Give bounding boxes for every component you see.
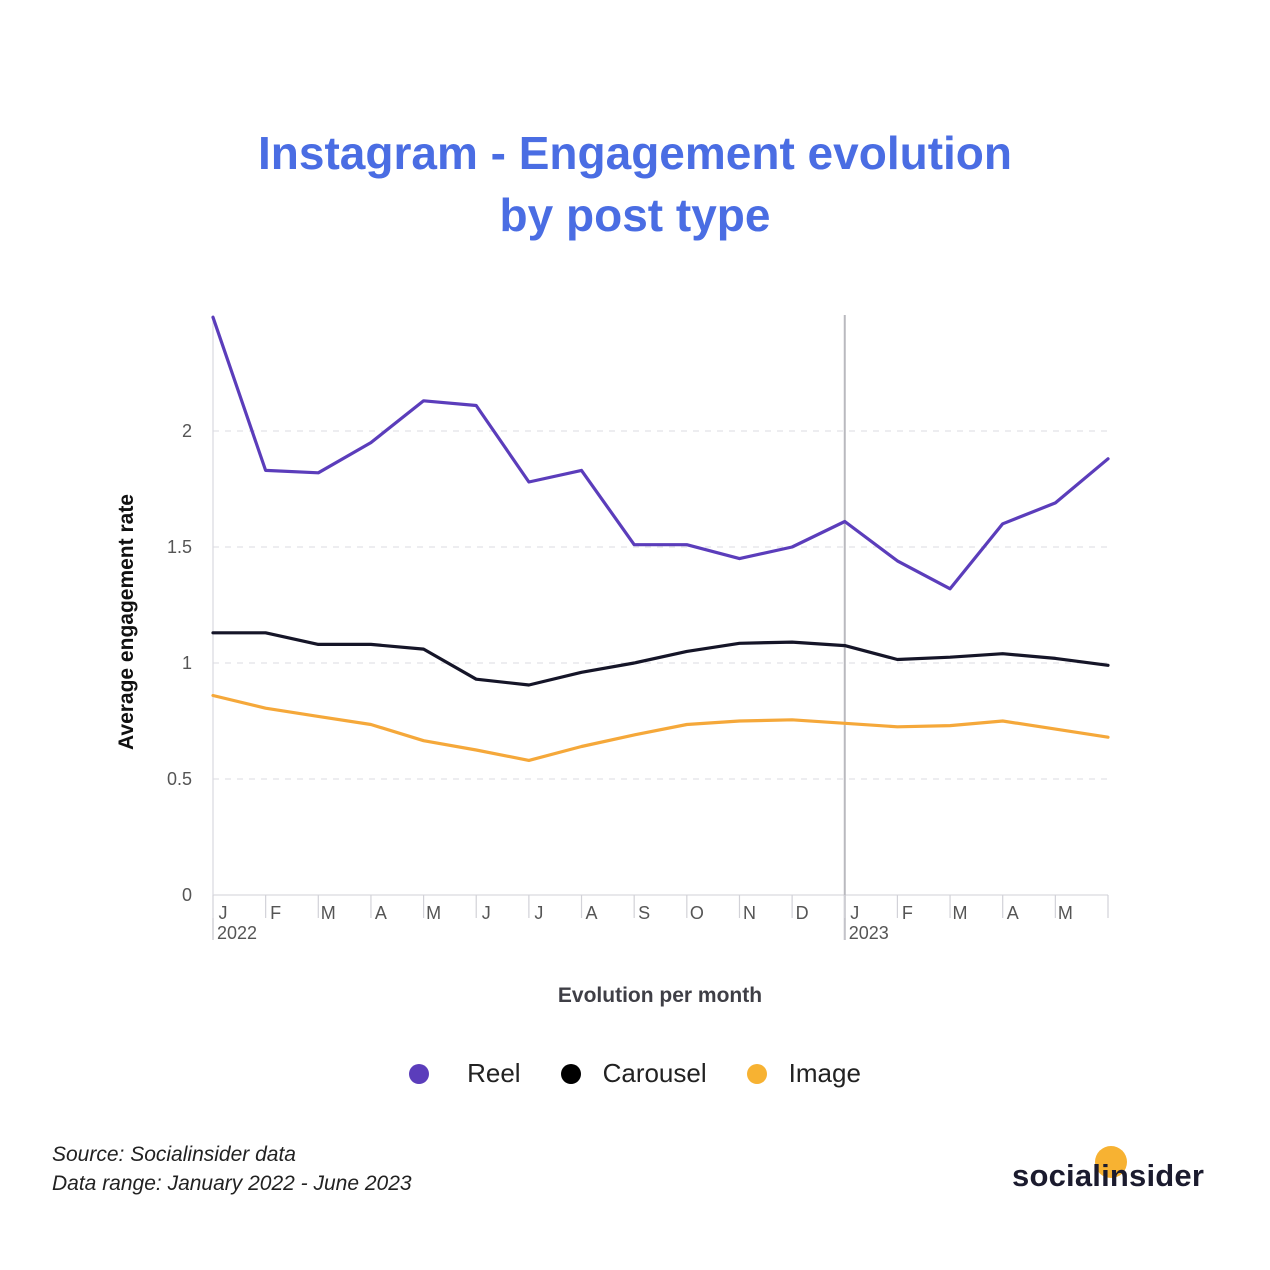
x-tick-label-14: M (953, 903, 968, 923)
series-line-image (211, 693, 1110, 763)
x-tick-label-0: J (219, 903, 228, 923)
series-line-carousel (211, 631, 1110, 687)
y-axis-title: Average engagement rate (115, 494, 138, 750)
source-note: Source: Socialinsider data (52, 1143, 296, 1166)
chart-title: Instagram - Engagement evolution by post… (135, 122, 1135, 246)
logo-text: socialinsider (1012, 1158, 1205, 1193)
socialinsider-logo: socialinsider (1012, 1146, 1222, 1202)
legend-dot-image (746, 1063, 767, 1084)
x-tick-label-5: J (482, 903, 491, 923)
x-tick-label-7: A (586, 903, 598, 923)
legend: Reel Carousel Image (0, 1058, 1270, 1089)
legend-item-reel[interactable]: Reel (409, 1058, 521, 1089)
data-range-note: Data range: January 2022 - June 2023 (52, 1172, 412, 1195)
legend-item-carousel[interactable]: Carousel (560, 1058, 707, 1089)
legend-label-carousel: Carousel (602, 1058, 707, 1088)
x-tick-label-11: D (796, 903, 809, 923)
y-tick-label-4: 2 (182, 421, 192, 441)
x-tick-label-10: N (743, 903, 756, 923)
legend-dot-carousel (560, 1063, 581, 1084)
logo-dot-icon (1095, 1146, 1127, 1178)
y-tick-label-1: 0.5 (167, 769, 192, 789)
x-axis-title: Evolution per month (558, 984, 762, 1007)
x-tick-label-15: A (1007, 903, 1019, 923)
year-label-2022: 2022 (217, 923, 257, 943)
y-tick-label-3: 1.5 (167, 537, 192, 557)
x-tick-label-1: F (270, 903, 281, 923)
x-tick-label-9: O (690, 903, 704, 923)
x-tick-label-2: M (321, 903, 336, 923)
x-tick-label-13: F (902, 903, 913, 923)
x-tick-label-16: M (1058, 903, 1073, 923)
legend-label-image: Image (788, 1058, 861, 1088)
footer-notes: Source: Socialinsider data Data range: J… (52, 1140, 412, 1198)
legend-item-image[interactable]: Image (746, 1058, 861, 1089)
x-tick-label-4: M (426, 903, 441, 923)
x-tick-label-12: J (850, 903, 859, 923)
x-tick-label-3: A (375, 903, 387, 923)
y-tick-label-0: 0 (182, 885, 192, 905)
chart-title-line-1: Instagram - Engagement evolution (258, 127, 1012, 179)
x-tick-label-8: S (638, 903, 650, 923)
legend-dot-reel (409, 1063, 430, 1084)
chart-title-line-2: by post type (499, 189, 771, 241)
year-label-2023: 2023 (849, 923, 889, 943)
series-line-reel (211, 315, 1110, 591)
y-tick-label-2: 1 (182, 653, 192, 673)
legend-label-reel: Reel (467, 1058, 521, 1088)
x-tick-label-6: J (534, 903, 543, 923)
